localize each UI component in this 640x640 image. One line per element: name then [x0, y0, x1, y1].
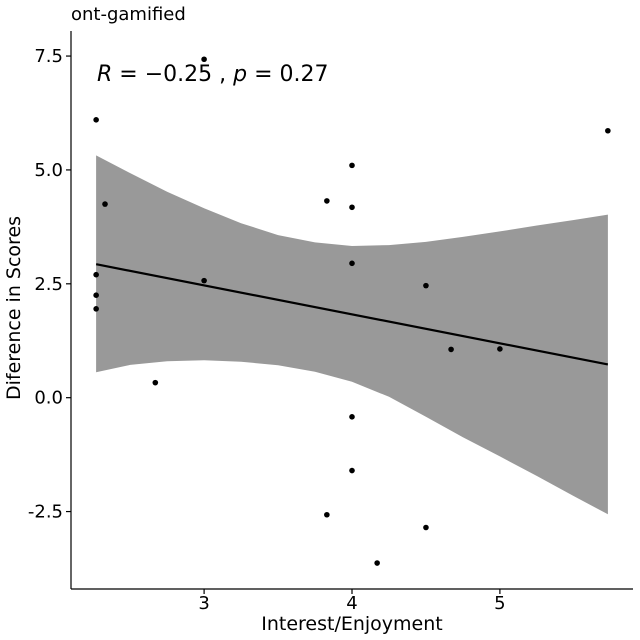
data-point [324, 511, 330, 518]
annotation-separator: , [219, 62, 226, 87]
y-tick-label: 2.5 [34, 274, 63, 295]
x-axis-title: Interest/Enjoyment [261, 613, 443, 635]
data-point [349, 162, 355, 169]
x-axis-ticks: 3 4 5 [198, 589, 506, 614]
r-symbol: R [97, 62, 112, 87]
data-point [423, 282, 429, 289]
data-point [93, 271, 99, 278]
data-point [93, 292, 99, 298]
data-point [349, 414, 355, 420]
data-point [605, 127, 611, 134]
data-point [374, 560, 380, 566]
y-axis-title: Diference in Scores [3, 216, 25, 400]
y-tick-label: 5.0 [34, 160, 63, 181]
correlation-annotation: R = −0.25 , p = 0.27 [97, 62, 329, 87]
data-point [324, 198, 330, 204]
x-tick-label: 4 [346, 593, 357, 614]
confidence-band [96, 155, 608, 515]
data-point [349, 260, 355, 267]
data-point [423, 524, 429, 531]
data-point [349, 204, 355, 211]
r-value: = −0.25 [119, 62, 212, 87]
y-axis-ticks: 7.5 5.0 2.5 0.0 -2.5 [28, 46, 71, 523]
data-point [448, 346, 454, 353]
data-point [349, 467, 355, 474]
data-point [497, 346, 503, 352]
data-point [102, 201, 108, 207]
confidence-band-area [96, 155, 608, 515]
data-point [152, 379, 159, 386]
p-symbol: p [232, 62, 247, 87]
y-tick-label: 0.0 [34, 388, 63, 409]
data-points [93, 56, 611, 566]
data-point [93, 306, 99, 312]
panel-title: ont-gamified [71, 4, 186, 25]
regression-line [95, 263, 609, 366]
p-value: = 0.27 [254, 62, 328, 87]
y-tick-label: -2.5 [28, 502, 63, 523]
data-point [93, 117, 99, 123]
data-point [201, 277, 207, 284]
x-tick-label: 3 [198, 593, 209, 614]
regression-line-segment [95, 263, 609, 366]
y-tick-label: 7.5 [34, 46, 63, 67]
x-tick-label: 5 [494, 593, 505, 614]
data-point [201, 56, 207, 63]
